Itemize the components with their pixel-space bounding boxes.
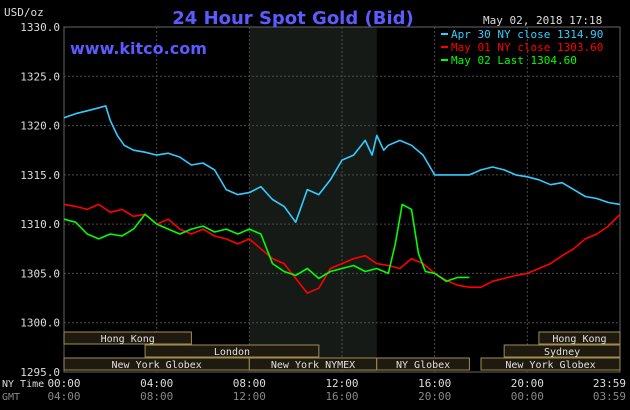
- market-label: Hong Kong: [101, 334, 155, 345]
- unit-label: USD/oz: [4, 6, 44, 19]
- x-tick-label-gmt: 12:00: [233, 390, 266, 403]
- x-tick-label-gmt: 16:00: [325, 390, 358, 403]
- x-tick-label-ny: 08:00: [233, 377, 266, 390]
- market-label: New York Globex: [505, 360, 595, 371]
- watermark: www.kitco.com: [70, 39, 207, 58]
- plot-border: [63, 26, 621, 373]
- y-tick-label: 1325.0: [20, 70, 60, 83]
- market-bar: [63, 331, 192, 345]
- legend-label: May 02 Last 1304.60: [451, 54, 577, 67]
- chart-title: 24 Hour Spot Gold (Bid): [172, 8, 413, 29]
- x-tick-label-gmt: 03:59: [593, 390, 626, 403]
- y-tick-label: 1305.0: [20, 267, 60, 280]
- y-tick-label: 1310.0: [20, 218, 60, 231]
- nymex-shade: [249, 27, 377, 372]
- market-bar: [480, 357, 621, 371]
- series-line-0: [63, 105, 621, 223]
- y-tick-label: 1320.0: [20, 120, 60, 133]
- x-tick-label-ny: 04:00: [140, 377, 173, 390]
- market-label: London: [214, 347, 250, 358]
- x-tick-label-ny: 23:59: [593, 377, 626, 390]
- market-bar: [144, 344, 320, 358]
- x-tick-label-ny: 20:00: [511, 377, 544, 390]
- legend-label: May 01 NY close 1303.60: [451, 41, 603, 54]
- x-tick-label-gmt: 08:00: [140, 390, 173, 403]
- x-tick-label-gmt: 20:00: [418, 390, 451, 403]
- y-tick-label: 1295.0: [20, 366, 60, 379]
- y-tick-label: 1315.0: [20, 169, 60, 182]
- x-tick-label-gmt: 00:00: [511, 390, 544, 403]
- market-bar: [538, 331, 621, 345]
- market-bar: [503, 344, 621, 358]
- market-label: Sydney: [544, 347, 580, 358]
- y-tick-label: 1300.0: [20, 317, 60, 330]
- x-tick-label-ny: 16:00: [418, 377, 451, 390]
- market-label: NY Globex: [396, 360, 450, 371]
- y-tick-label: 1330.0: [20, 21, 60, 34]
- x-tick-label-ny: 00:00: [47, 377, 80, 390]
- legend-label: Apr 30 NY close 1314.90: [451, 28, 603, 41]
- market-label: New York NYMEX: [271, 360, 355, 371]
- series-line-2: [63, 203, 470, 283]
- market-label: Hong Kong: [552, 334, 606, 345]
- x-tick-label-ny: 12:00: [325, 377, 358, 390]
- market-bar: [376, 357, 470, 371]
- x-tick-label-gmt: 04:00: [47, 390, 80, 403]
- market-label: New York Globex: [112, 360, 202, 371]
- ny-time-label: NY Time: [2, 379, 44, 390]
- gmt-label: GMT: [2, 392, 20, 403]
- timestamp: May 02, 2018 17:18: [483, 14, 602, 27]
